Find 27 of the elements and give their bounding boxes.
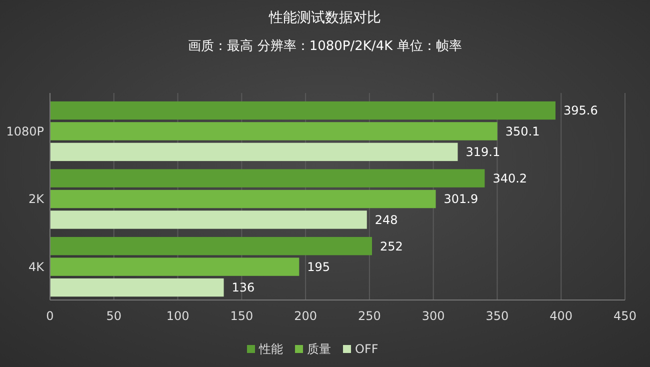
data-label: 136 — [232, 280, 255, 295]
x-tick-label: 300 — [422, 309, 445, 323]
x-tick-label: 0 — [46, 309, 54, 323]
y-tick-label: 4K — [28, 260, 46, 274]
x-tick-label: 400 — [550, 309, 573, 323]
x-tick-label: 100 — [166, 309, 190, 323]
legend-label: 质量 — [307, 342, 331, 356]
data-label: 252 — [380, 239, 403, 254]
x-tick-label: 350 — [486, 309, 509, 323]
chart-title: 性能测试数据对比 — [268, 10, 381, 26]
data-label: 248 — [374, 212, 398, 227]
data-label: 301.9 — [444, 192, 478, 206]
y-tick-label: 2K — [28, 192, 46, 206]
legend-label: 性能 — [258, 342, 283, 356]
data-label: 350.1 — [505, 124, 540, 138]
data-label: 195 — [307, 260, 330, 274]
x-tick-label: 50 — [106, 309, 122, 323]
x-tick-label: 200 — [294, 309, 318, 323]
data-label: 340.2 — [492, 171, 528, 186]
chart-subtitle: 画质：最高 分辨率：1080P/2K/4K 单位：帧率 — [188, 38, 462, 54]
data-label: 319.1 — [466, 145, 500, 160]
x-tick-label: 150 — [230, 309, 254, 323]
data-label: 395.6 — [563, 104, 598, 118]
x-tick-label: 250 — [358, 309, 381, 323]
x-tick-label: 450 — [614, 309, 636, 323]
y-tick-label: 1080P — [6, 124, 44, 138]
legend-label: OFF — [355, 342, 378, 356]
